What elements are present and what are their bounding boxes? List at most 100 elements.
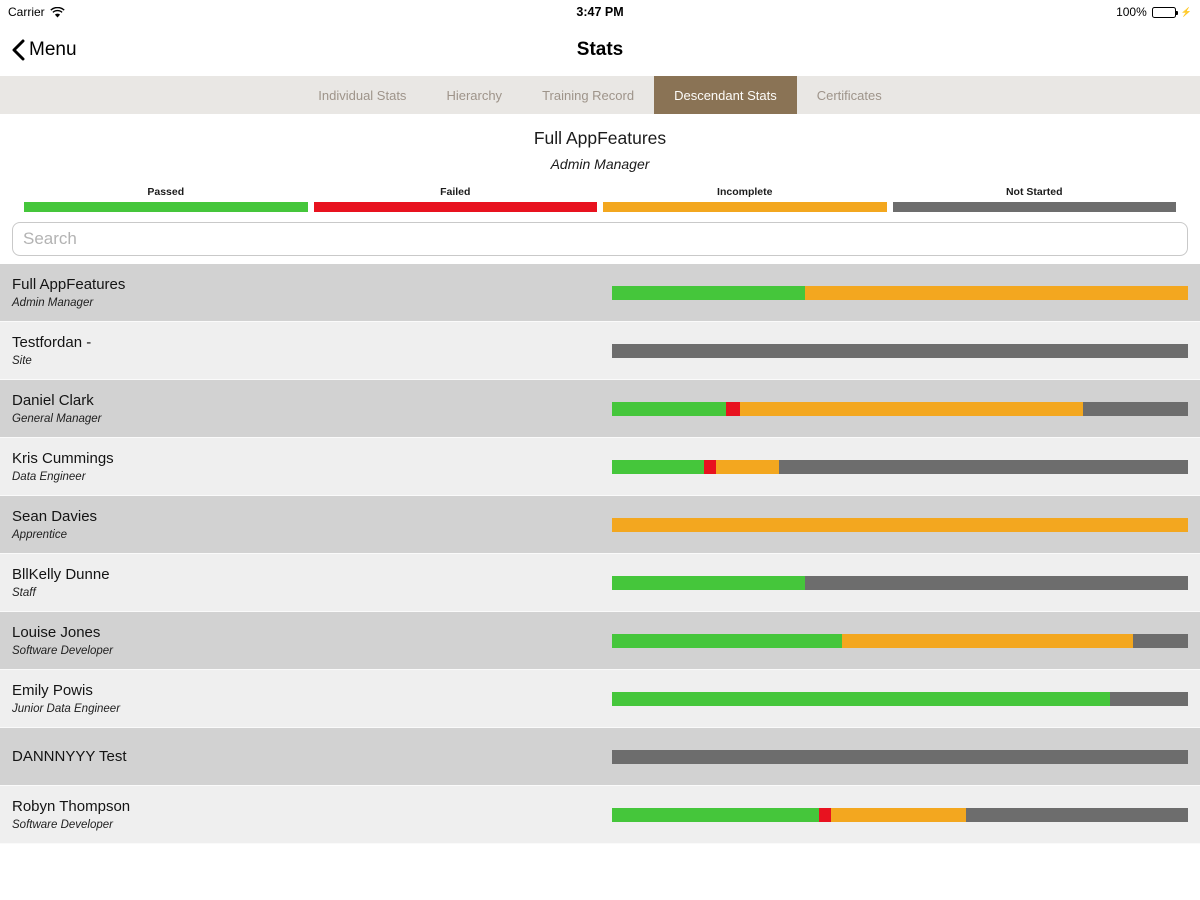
progress-segment-not_started xyxy=(1133,633,1188,648)
progress-segment-failed xyxy=(819,807,831,822)
list-item-robyn-thompson[interactable]: Robyn Thompson Software Developer xyxy=(0,786,1200,844)
selected-entity-header: Full AppFeatures Admin Manager xyxy=(0,114,1200,172)
legend-swatch-incomplete xyxy=(603,202,887,212)
progress-segment-not_started xyxy=(779,459,1188,474)
person-name: BllKelly Dunne xyxy=(12,566,110,583)
person-role: General Manager xyxy=(12,413,102,425)
entity-name: Full AppFeatures xyxy=(533,128,667,148)
row-info: DANNNYYY Test xyxy=(0,748,612,765)
row-info: Kris Cummings Data Engineer xyxy=(0,450,612,483)
progress-segment-incomplete xyxy=(804,285,1188,300)
person-role: Software Developer xyxy=(12,819,113,831)
entity-role: Admin Manager xyxy=(550,156,650,172)
progress-bar xyxy=(612,807,1188,822)
list-item-dannnyyy-test[interactable]: DANNNYYY Test xyxy=(0,728,1200,786)
progress-bar xyxy=(612,691,1188,706)
clock: 3:47 PM xyxy=(576,5,624,19)
progress-segment-not_started xyxy=(1110,691,1188,706)
back-button[interactable]: Menu xyxy=(0,39,77,61)
wifi-icon xyxy=(49,6,65,17)
legend-label: Incomplete xyxy=(717,186,773,198)
person-name: Testfordan - xyxy=(12,334,92,351)
battery-percent: 100% xyxy=(1116,5,1147,19)
legend-label: Not Started xyxy=(1005,186,1063,198)
tab-training-record[interactable]: Training Record xyxy=(542,87,635,103)
person-name: Robyn Thompson xyxy=(12,798,131,815)
progress-segment-incomplete xyxy=(842,633,1134,648)
legend-label: Passed xyxy=(147,186,185,198)
progress-bar xyxy=(612,749,1188,764)
charging-bolt-icon: ⚡ xyxy=(1180,6,1192,17)
person-name: Sean Davies xyxy=(12,508,98,525)
list-item-emily-powis[interactable]: Emily Powis Junior Data Engineer xyxy=(0,670,1200,728)
person-role: Software Developer xyxy=(12,645,113,657)
row-info: Full AppFeatures Admin Manager xyxy=(0,276,612,309)
progress-segment-failed xyxy=(704,459,716,474)
status-bar: Carrier 3:47 PM 100% ⚡ xyxy=(0,0,1200,24)
progress-bar xyxy=(612,343,1188,358)
progress-segment-incomplete xyxy=(715,459,780,474)
tab-descendant-stats[interactable]: Descendant Stats xyxy=(654,76,797,114)
row-info: Sean Davies Apprentice xyxy=(0,508,612,541)
carrier-label: Carrier xyxy=(8,5,45,19)
progress-segment-passed xyxy=(612,575,805,590)
progress-segment-passed xyxy=(612,459,705,474)
progress-segment-passed xyxy=(612,691,1111,706)
tab-individual-stats[interactable]: Individual Stats xyxy=(318,87,407,103)
legend-item-incomplete: Incomplete xyxy=(603,186,887,212)
status-legend: Passed Failed Incomplete Not Started xyxy=(0,172,1200,212)
progress-segment-passed xyxy=(612,807,820,822)
person-name: Kris Cummings xyxy=(12,450,114,467)
row-info: Daniel Clark General Manager xyxy=(0,392,612,425)
person-name: Daniel Clark xyxy=(12,392,94,409)
legend-swatch-not_started xyxy=(892,202,1176,212)
chevron-left-icon xyxy=(12,39,25,61)
nav-bar: Menu Stats xyxy=(0,24,1200,76)
progress-segment-not_started xyxy=(612,343,1188,358)
progress-segment-incomplete xyxy=(612,517,1188,532)
page-title: Stats xyxy=(576,39,624,60)
progress-segment-passed xyxy=(612,285,805,300)
person-role: Apprentice xyxy=(12,529,67,541)
person-role: Data Engineer xyxy=(12,471,86,483)
person-role: Junior Data Engineer xyxy=(12,703,121,715)
list-item-full-appfeatures[interactable]: Full AppFeatures Admin Manager xyxy=(0,264,1200,322)
progress-bar xyxy=(612,459,1188,474)
progress-segment-not_started xyxy=(804,575,1188,590)
person-role: Site xyxy=(12,355,32,367)
list-item-sean-davies[interactable]: Sean Davies Apprentice xyxy=(0,496,1200,554)
legend-item-passed: Passed xyxy=(24,186,308,212)
list-item-bllkelly-dunne[interactable]: BllKelly Dunne Staff xyxy=(0,554,1200,612)
row-info: Robyn Thompson Software Developer xyxy=(0,798,612,831)
progress-bar xyxy=(612,517,1188,532)
legend-swatch-failed xyxy=(313,202,597,212)
battery-icon xyxy=(1151,6,1178,18)
progress-bar xyxy=(612,401,1188,416)
progress-segment-failed xyxy=(726,401,740,416)
progress-bar xyxy=(612,633,1188,648)
list-item-daniel-clark[interactable]: Daniel Clark General Manager xyxy=(0,380,1200,438)
person-name: Full AppFeatures xyxy=(12,276,126,293)
list-item-testfordan[interactable]: Testfordan - Site xyxy=(0,322,1200,380)
legend-swatch-passed xyxy=(24,202,308,212)
progress-segment-incomplete xyxy=(830,807,967,822)
progress-bar xyxy=(612,285,1188,300)
list-item-kris-cummings[interactable]: Kris Cummings Data Engineer xyxy=(0,438,1200,496)
row-info: Louise Jones Software Developer xyxy=(0,624,612,657)
search-input[interactable] xyxy=(12,222,1188,256)
tab-certificates[interactable]: Certificates xyxy=(816,87,882,103)
progress-segment-not_started xyxy=(1083,401,1188,416)
legend-item-not-started: Not Started xyxy=(892,186,1176,212)
row-info: BllKelly Dunne Staff xyxy=(0,566,612,599)
back-label: Menu xyxy=(29,39,77,60)
person-name: Louise Jones xyxy=(12,624,101,641)
row-info: Emily Powis Junior Data Engineer xyxy=(0,682,612,715)
list-item-louise-jones[interactable]: Louise Jones Software Developer xyxy=(0,612,1200,670)
tab-hierarchy[interactable]: Hierarchy xyxy=(446,87,503,103)
person-role: Admin Manager xyxy=(12,297,94,309)
search-container xyxy=(0,212,1200,264)
progress-segment-incomplete xyxy=(739,401,1084,416)
progress-segment-not_started xyxy=(612,749,1188,764)
progress-bar xyxy=(612,575,1188,590)
